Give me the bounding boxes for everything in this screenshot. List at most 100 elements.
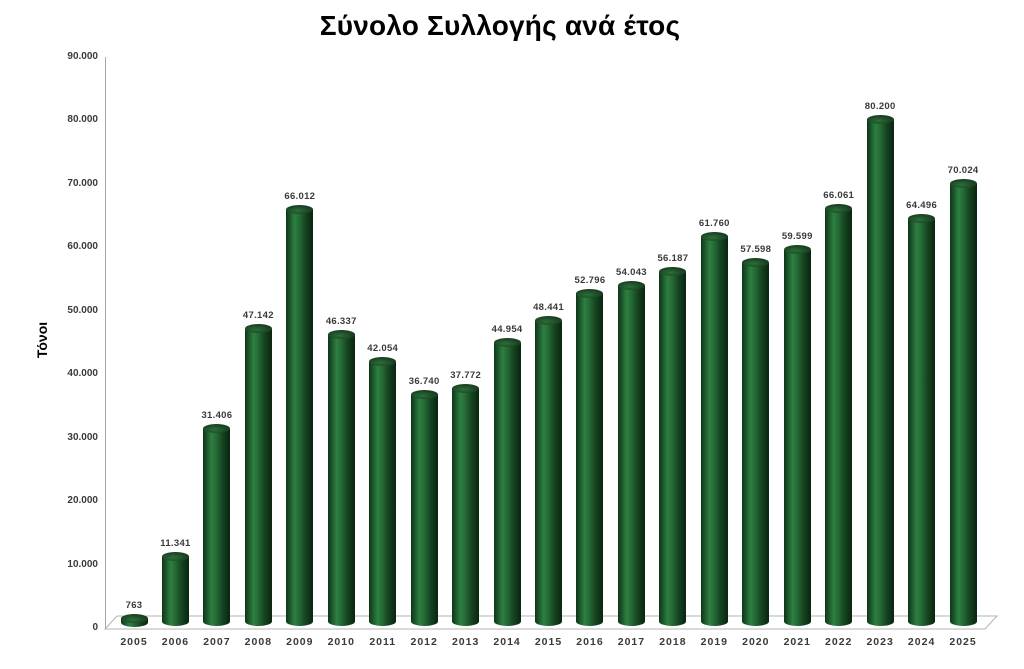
bar-body <box>452 388 480 627</box>
bar-top-ellipse <box>535 316 563 326</box>
bar-body <box>493 342 521 627</box>
bar-value-label: 66.012 <box>284 190 316 202</box>
bar-body <box>286 209 314 627</box>
x-tick-label: 2018 <box>659 636 687 648</box>
bar-top-ellipse <box>203 424 231 434</box>
bar-value-label: 54.043 <box>616 266 647 278</box>
bar-body <box>659 271 687 627</box>
x-tick-label: 2012 <box>410 636 438 648</box>
y-axis-line <box>105 57 106 629</box>
x-tick-label: 2023 <box>866 636 894 648</box>
bar-body <box>327 334 355 627</box>
bar <box>120 613 148 627</box>
bar <box>576 288 604 627</box>
x-tick-label: 2007 <box>203 636 231 648</box>
bar-body <box>742 262 770 627</box>
bar-body <box>866 119 894 627</box>
bar-value-label: 37.772 <box>450 369 482 381</box>
bar-top-ellipse <box>327 329 355 339</box>
y-tick-label: 10.000 <box>67 558 98 570</box>
bar <box>742 258 770 627</box>
bar-value-label: 763 <box>125 599 143 611</box>
bar-body <box>700 236 728 627</box>
bar-value-label: 11.341 <box>160 537 191 549</box>
bar-top-ellipse <box>825 204 853 214</box>
x-tick-label: 2019 <box>700 636 729 648</box>
bar-value-label: 70.024 <box>947 165 979 177</box>
bar-value-label: 59.599 <box>781 231 813 243</box>
bar <box>286 204 314 627</box>
bar-top-ellipse <box>576 288 604 298</box>
bar-top-ellipse <box>617 280 645 290</box>
chart-title: Σύνολο Συλλογής ανά έτος <box>319 10 681 41</box>
bar <box>908 214 936 627</box>
bar-body <box>369 361 397 627</box>
x-tick-label: 2016 <box>576 636 604 648</box>
bar-body <box>410 394 438 627</box>
bar-top-ellipse <box>700 231 728 241</box>
bar-value-label: 64.496 <box>906 200 938 212</box>
bar-body <box>535 320 563 627</box>
y-tick-label: 50.000 <box>67 304 98 316</box>
bar-value-label: 57.598 <box>740 244 772 256</box>
bar <box>369 356 397 627</box>
x-tick-label: 2005 <box>120 636 148 648</box>
bar-value-label: 44.954 <box>491 324 523 336</box>
x-tick-label: 2008 <box>244 636 273 648</box>
bar-top-ellipse <box>949 179 977 189</box>
y-tick-label: 40.000 <box>67 368 98 380</box>
bar-body <box>576 293 604 627</box>
bar-value-label: 56.187 <box>657 253 689 265</box>
bar <box>700 231 728 627</box>
bar-top-ellipse <box>866 114 894 124</box>
x-tick-label: 2021 <box>783 636 811 648</box>
x-tick-label: 2014 <box>493 636 521 648</box>
x-tick-label: 2022 <box>825 636 853 648</box>
bar-top-ellipse <box>493 338 521 348</box>
bar-body <box>203 428 231 627</box>
bar-value-label: 61.760 <box>698 217 730 229</box>
y-tick-label: 30.000 <box>67 431 98 443</box>
x-tick-label: 2024 <box>907 636 936 648</box>
bar <box>244 324 272 627</box>
bar-value-label: 66.061 <box>823 190 855 202</box>
x-tick-label: 2009 <box>286 636 314 648</box>
bar-top-ellipse <box>161 551 189 561</box>
bar <box>327 329 355 627</box>
bar-body <box>949 183 977 627</box>
bar <box>617 280 645 627</box>
bar <box>203 424 231 627</box>
x-tick-label: 2017 <box>617 636 646 648</box>
bar-body <box>244 328 272 627</box>
x-tick-label: 2025 <box>949 636 977 648</box>
bar-top-ellipse <box>659 267 687 277</box>
x-tick-label: 2010 <box>327 636 355 648</box>
bar <box>866 114 894 627</box>
bar <box>161 551 189 627</box>
bar-top-ellipse <box>244 324 272 334</box>
bar <box>783 245 811 627</box>
bar-value-label: 42.054 <box>367 342 399 354</box>
bar <box>493 338 521 627</box>
bar-top-ellipse <box>410 390 438 400</box>
bar-top-ellipse <box>742 258 770 268</box>
bar <box>659 267 687 627</box>
bar-body <box>825 208 853 627</box>
y-tick-label: 70.000 <box>67 177 98 189</box>
bar-value-label: 47.142 <box>242 310 274 322</box>
bar-value-label: 80.200 <box>864 100 896 112</box>
x-tick-label: 2011 <box>369 636 397 648</box>
y-tick-label: 60.000 <box>67 241 98 253</box>
bar-body <box>908 218 936 627</box>
bar-value-label: 48.441 <box>533 302 564 314</box>
bar-value-label: 36.740 <box>408 376 440 388</box>
bar-value-label: 46.337 <box>325 315 357 327</box>
x-tick-label: 2015 <box>534 636 563 648</box>
bar-top-ellipse <box>286 204 314 214</box>
bar-top-ellipse <box>369 356 397 366</box>
y-tick-label: 20.000 <box>67 495 98 507</box>
x-tick-label: 2013 <box>451 636 480 648</box>
bar-value-label: 31.406 <box>201 410 233 422</box>
bar-top-ellipse <box>452 383 480 393</box>
